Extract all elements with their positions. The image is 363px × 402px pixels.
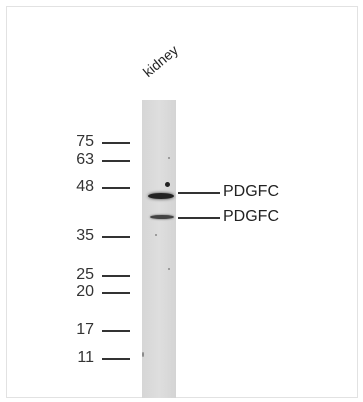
marker-tick-35 <box>102 236 130 238</box>
marker-tick-75 <box>102 142 130 144</box>
band-lower <box>150 215 174 219</box>
marker-label-48: 48 <box>76 178 94 195</box>
background-speck <box>168 157 170 159</box>
marker-label-63: 63 <box>76 151 94 168</box>
marker-tick-25 <box>102 275 130 277</box>
callout-label-upper: PDGFC <box>223 183 279 200</box>
marker-tick-48 <box>102 187 130 189</box>
marker-label-11: 11 <box>77 349 94 366</box>
background-speck <box>142 352 144 357</box>
marker-label-17: 17 <box>76 321 94 338</box>
marker-label-75: 75 <box>76 133 94 150</box>
band-spot <box>165 182 170 187</box>
marker-tick-11 <box>102 358 130 360</box>
band-upper <box>148 193 174 199</box>
marker-label-35: 35 <box>76 227 94 244</box>
callout-line-lower <box>178 217 220 219</box>
marker-tick-17 <box>102 330 130 332</box>
blot-frame <box>6 6 358 398</box>
marker-label-25: 25 <box>76 266 94 283</box>
marker-label-20: 20 <box>76 283 94 300</box>
marker-tick-63 <box>102 160 130 162</box>
callout-label-lower: PDGFC <box>223 208 279 225</box>
background-speck <box>155 234 157 236</box>
gel-lane <box>142 100 176 398</box>
background-speck <box>168 268 170 270</box>
marker-tick-20 <box>102 292 130 294</box>
callout-line-upper <box>178 192 220 194</box>
